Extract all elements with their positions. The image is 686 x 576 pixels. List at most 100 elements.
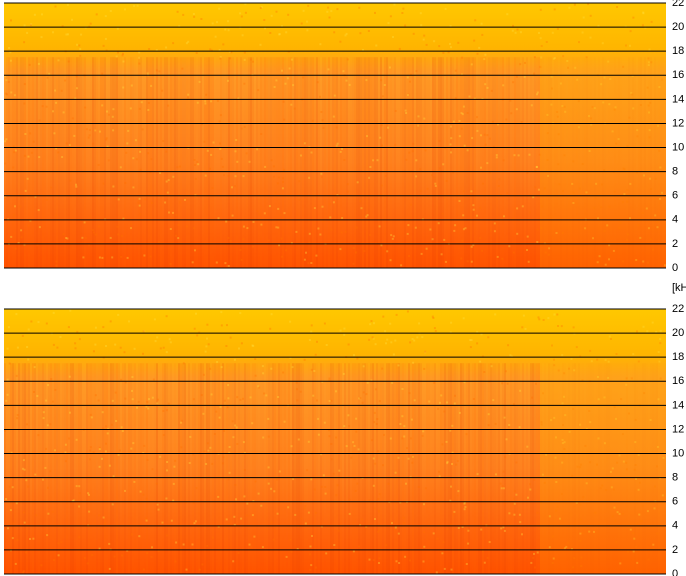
spectral-stripe	[272, 57, 274, 268]
spectral-stripe	[368, 57, 370, 268]
spectral-stripe	[150, 363, 152, 574]
noise-speck	[516, 28, 519, 31]
noise-speck	[206, 337, 208, 340]
spectral-stripe	[198, 363, 200, 574]
noise-speck	[451, 463, 453, 465]
noise-speck	[270, 367, 273, 370]
noise-speck	[404, 555, 407, 558]
spectral-stripe	[522, 57, 524, 268]
noise-speck	[460, 127, 463, 130]
spectral-stripe	[420, 57, 422, 268]
spectral-stripe	[86, 57, 88, 268]
noise-speck	[47, 384, 50, 386]
spectral-stripe	[500, 363, 502, 574]
spectral-stripe	[200, 363, 202, 574]
noise-speck	[256, 148, 259, 151]
noise-speck	[20, 236, 23, 239]
noise-speck	[356, 357, 359, 360]
noise-speck	[218, 120, 221, 123]
noise-speck	[68, 437, 71, 440]
noise-speck	[119, 346, 122, 349]
spectral-stripe	[54, 57, 56, 268]
spectral-stripe	[532, 363, 534, 574]
noise-speck	[213, 433, 216, 435]
noise-speck	[289, 320, 292, 323]
noise-speck	[382, 464, 384, 467]
noise-speck	[303, 507, 306, 510]
noise-speck	[324, 486, 327, 488]
noise-speck	[46, 76, 49, 79]
spectral-stripe	[32, 363, 34, 574]
noise-speck	[204, 350, 207, 353]
noise-speck	[488, 541, 491, 543]
spectral-stripe	[476, 363, 478, 574]
noise-speck	[434, 182, 437, 185]
noise-speck	[75, 438, 78, 441]
noise-speck	[407, 224, 410, 227]
spectral-stripe	[100, 363, 102, 574]
noise-speck	[441, 212, 444, 215]
noise-speck	[358, 397, 361, 400]
noise-speck	[292, 478, 295, 481]
noise-speck	[260, 133, 263, 135]
noise-speck	[252, 344, 255, 347]
noise-speck	[16, 346, 19, 349]
noise-speck	[147, 109, 150, 111]
noise-speck	[4, 196, 6, 199]
noise-speck	[302, 76, 305, 79]
noise-speck	[481, 249, 484, 252]
noise-speck	[479, 237, 482, 239]
noise-speck	[67, 60, 70, 63]
noise-speck	[5, 138, 8, 141]
spectral-stripe	[152, 363, 154, 574]
spectral-stripe	[230, 363, 232, 574]
noise-speck	[4, 162, 7, 165]
spectral-stripe	[308, 363, 310, 574]
noise-speck	[270, 521, 273, 524]
noise-speck	[22, 459, 25, 462]
spectral-stripe	[464, 57, 466, 268]
spectral-stripe	[518, 57, 520, 268]
spectral-stripe	[324, 57, 326, 268]
noise-speck	[232, 560, 235, 563]
noise-speck	[155, 482, 158, 485]
spectral-stripe	[190, 57, 192, 268]
y-tick-label: 8	[672, 166, 678, 178]
spectral-stripe	[348, 57, 350, 268]
noise-speck	[302, 9, 305, 12]
noise-speck	[452, 171, 455, 174]
noise-speck	[217, 217, 220, 220]
noise-speck	[139, 150, 142, 153]
noise-speck	[328, 379, 331, 382]
noise-speck	[277, 396, 280, 398]
noise-speck	[355, 226, 358, 229]
noise-speck	[312, 394, 315, 397]
noise-speck	[434, 330, 437, 332]
spectral-stripe	[214, 363, 216, 574]
noise-speck	[369, 233, 372, 236]
noise-speck	[533, 478, 536, 481]
noise-speck	[26, 423, 28, 426]
noise-speck	[205, 463, 208, 465]
noise-speck	[444, 147, 447, 150]
spectral-stripe	[96, 363, 98, 574]
noise-speck	[370, 320, 373, 323]
spectral-stripe	[66, 363, 68, 574]
noise-speck	[488, 137, 491, 140]
noise-speck	[185, 568, 188, 571]
noise-speck	[138, 62, 141, 65]
noise-speck	[204, 174, 207, 177]
noise-speck	[37, 209, 40, 212]
noise-speck	[203, 450, 206, 453]
noise-speck	[450, 568, 453, 571]
noise-speck	[419, 168, 422, 171]
noise-speck	[387, 126, 389, 129]
spectral-stripe	[292, 57, 294, 268]
noise-speck	[461, 56, 464, 59]
spectral-stripe	[212, 363, 214, 574]
noise-speck	[282, 181, 284, 183]
y-tick-label: 2	[672, 544, 678, 556]
noise-speck	[220, 157, 223, 160]
noise-speck	[394, 471, 397, 474]
noise-speck	[165, 497, 168, 500]
